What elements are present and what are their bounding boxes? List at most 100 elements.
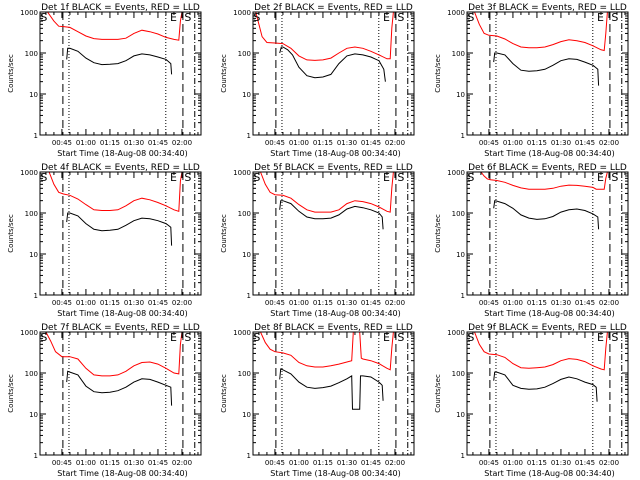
y-tick-label: 1000 <box>20 9 38 17</box>
x-tick-label: 00:45 <box>265 299 285 307</box>
x-tick-label: 01:30 <box>337 299 357 307</box>
marker-end: E <box>597 331 604 344</box>
x-tick-label: 01:15 <box>313 299 333 307</box>
x-tick-label: 02:00 <box>385 299 405 307</box>
x-tick-label: 01:45 <box>361 299 381 307</box>
y-tick-label: 1 <box>461 132 465 140</box>
marker-start: S <box>253 11 260 24</box>
x-tick-label: 01:15 <box>313 459 333 467</box>
panel-title: Det 9f BLACK = Events, RED = LLD <box>468 323 627 333</box>
x-axis-label: Start Time (18-Aug-08 00:34:40) <box>57 309 188 318</box>
plot-frame <box>252 171 415 296</box>
series-events <box>279 46 386 82</box>
y-tick-label: 1 <box>34 132 38 140</box>
x-axis-label: Start Time (18-Aug-08 00:34:40) <box>270 469 401 478</box>
y-axis-label: Counts/sec <box>220 374 228 413</box>
marker-start: S <box>40 11 47 24</box>
panel-title: Det 3f BLACK = Events, RED = LLD <box>468 3 627 13</box>
x-tick-label: 01:00 <box>76 139 96 147</box>
series-events <box>279 368 384 410</box>
panel-title: Det 8f BLACK = Events, RED = LLD <box>254 323 413 333</box>
y-tick-label: 10 <box>242 411 251 419</box>
marker-start: S <box>397 331 404 344</box>
marker-end: E <box>383 11 390 24</box>
marker-end: E <box>170 11 177 24</box>
plot-frame <box>39 331 202 456</box>
y-tick-label: 10 <box>456 91 465 99</box>
series-events <box>66 370 173 406</box>
x-tick-label: 01:15 <box>527 459 547 467</box>
y-tick-label: 10 <box>29 251 38 259</box>
panel-title: Det 4f BLACK = Events, RED = LLD <box>41 163 200 173</box>
panel-title: Det 6f BLACK = Events, RED = LLD <box>468 163 627 173</box>
x-tick-label: 01:30 <box>124 459 144 467</box>
x-tick-label: 01:00 <box>76 299 96 307</box>
panel-det-7: Det 7f BLACK = Events, RED = LLD Counts/s… <box>7 323 202 478</box>
x-tick-label: 02:00 <box>172 299 192 307</box>
marker-end: E <box>597 11 604 24</box>
x-axis-label: Start Time (18-Aug-08 00:34:40) <box>57 149 188 158</box>
series-lld <box>260 332 394 371</box>
panel-det-5: Det 5f BLACK = Events, RED = LLD Counts/s… <box>220 163 415 318</box>
marker-start: S <box>611 331 618 344</box>
plot-frame <box>466 171 629 296</box>
x-tick-label: 02:00 <box>599 459 619 467</box>
x-tick-label: 01:00 <box>289 459 309 467</box>
y-tick-label: 100 <box>452 50 465 58</box>
marker-start: S <box>184 171 191 184</box>
marker-start: S <box>467 171 474 184</box>
y-tick-label: 100 <box>25 50 38 58</box>
panel-title: Det 1f BLACK = Events, RED = LLD <box>41 3 200 13</box>
panel-det-9: Det 9f BLACK = Events, RED = LLD Counts/s… <box>434 323 629 478</box>
x-tick-label: 01:45 <box>148 299 168 307</box>
x-tick-label: 01:30 <box>551 459 571 467</box>
panel-det-8: Det 8f BLACK = Events, RED = LLD Counts/s… <box>220 323 415 478</box>
marker-end: E <box>383 171 390 184</box>
x-tick-label: 01:45 <box>575 299 595 307</box>
x-axis-label: Start Time (18-Aug-08 00:34:40) <box>270 149 401 158</box>
y-tick-label: 1 <box>34 452 38 460</box>
x-tick-label: 02:00 <box>172 459 192 467</box>
plot-frame <box>466 11 629 136</box>
y-tick-label: 1000 <box>233 169 251 177</box>
y-axis-label: Counts/sec <box>220 54 228 93</box>
y-tick-label: 1000 <box>447 329 465 337</box>
y-tick-label: 100 <box>25 370 38 378</box>
y-tick-label: 1 <box>461 452 465 460</box>
marker-start: S <box>611 11 618 24</box>
y-tick-label: 1 <box>247 132 251 140</box>
x-tick-label: 01:30 <box>551 299 571 307</box>
x-tick-label: 00:45 <box>52 299 72 307</box>
x-tick-label: 01:15 <box>313 139 333 147</box>
panel-det-2: Det 2f BLACK = Events, RED = LLD Counts/s… <box>220 3 415 158</box>
x-tick-label: 02:00 <box>172 139 192 147</box>
x-tick-label: 01:45 <box>361 139 381 147</box>
series-lld <box>255 12 394 61</box>
plot-frame <box>39 171 202 296</box>
x-tick-label: 01:00 <box>76 459 96 467</box>
x-axis-label: Start Time (18-Aug-08 00:34:40) <box>57 469 188 478</box>
series-lld <box>45 332 183 377</box>
series-events <box>66 212 173 246</box>
marker-start: S <box>467 331 474 344</box>
y-axis-label: Counts/sec <box>434 54 442 93</box>
y-tick-label: 10 <box>456 411 465 419</box>
panel-det-3: Det 3f BLACK = Events, RED = LLD Counts/s… <box>434 3 629 158</box>
y-tick-label: 100 <box>238 210 251 218</box>
series-lld <box>480 172 608 190</box>
x-tick-label: 01:15 <box>100 139 120 147</box>
panel-title: Det 5f BLACK = Events, RED = LLD <box>254 163 413 173</box>
y-tick-label: 1000 <box>447 169 465 177</box>
y-axis-label: Counts/sec <box>220 214 228 253</box>
panel-title: Det 2f BLACK = Events, RED = LLD <box>254 3 413 13</box>
x-tick-label: 01:30 <box>337 459 357 467</box>
y-tick-label: 1000 <box>20 329 38 337</box>
marker-start: S <box>397 11 404 24</box>
series-events <box>66 47 173 75</box>
plot-frame <box>39 11 202 136</box>
series-events <box>493 371 598 402</box>
y-tick-label: 1000 <box>233 329 251 337</box>
x-tick-label: 00:45 <box>479 459 499 467</box>
y-tick-label: 1000 <box>447 9 465 17</box>
y-axis-label: Counts/sec <box>434 214 442 253</box>
